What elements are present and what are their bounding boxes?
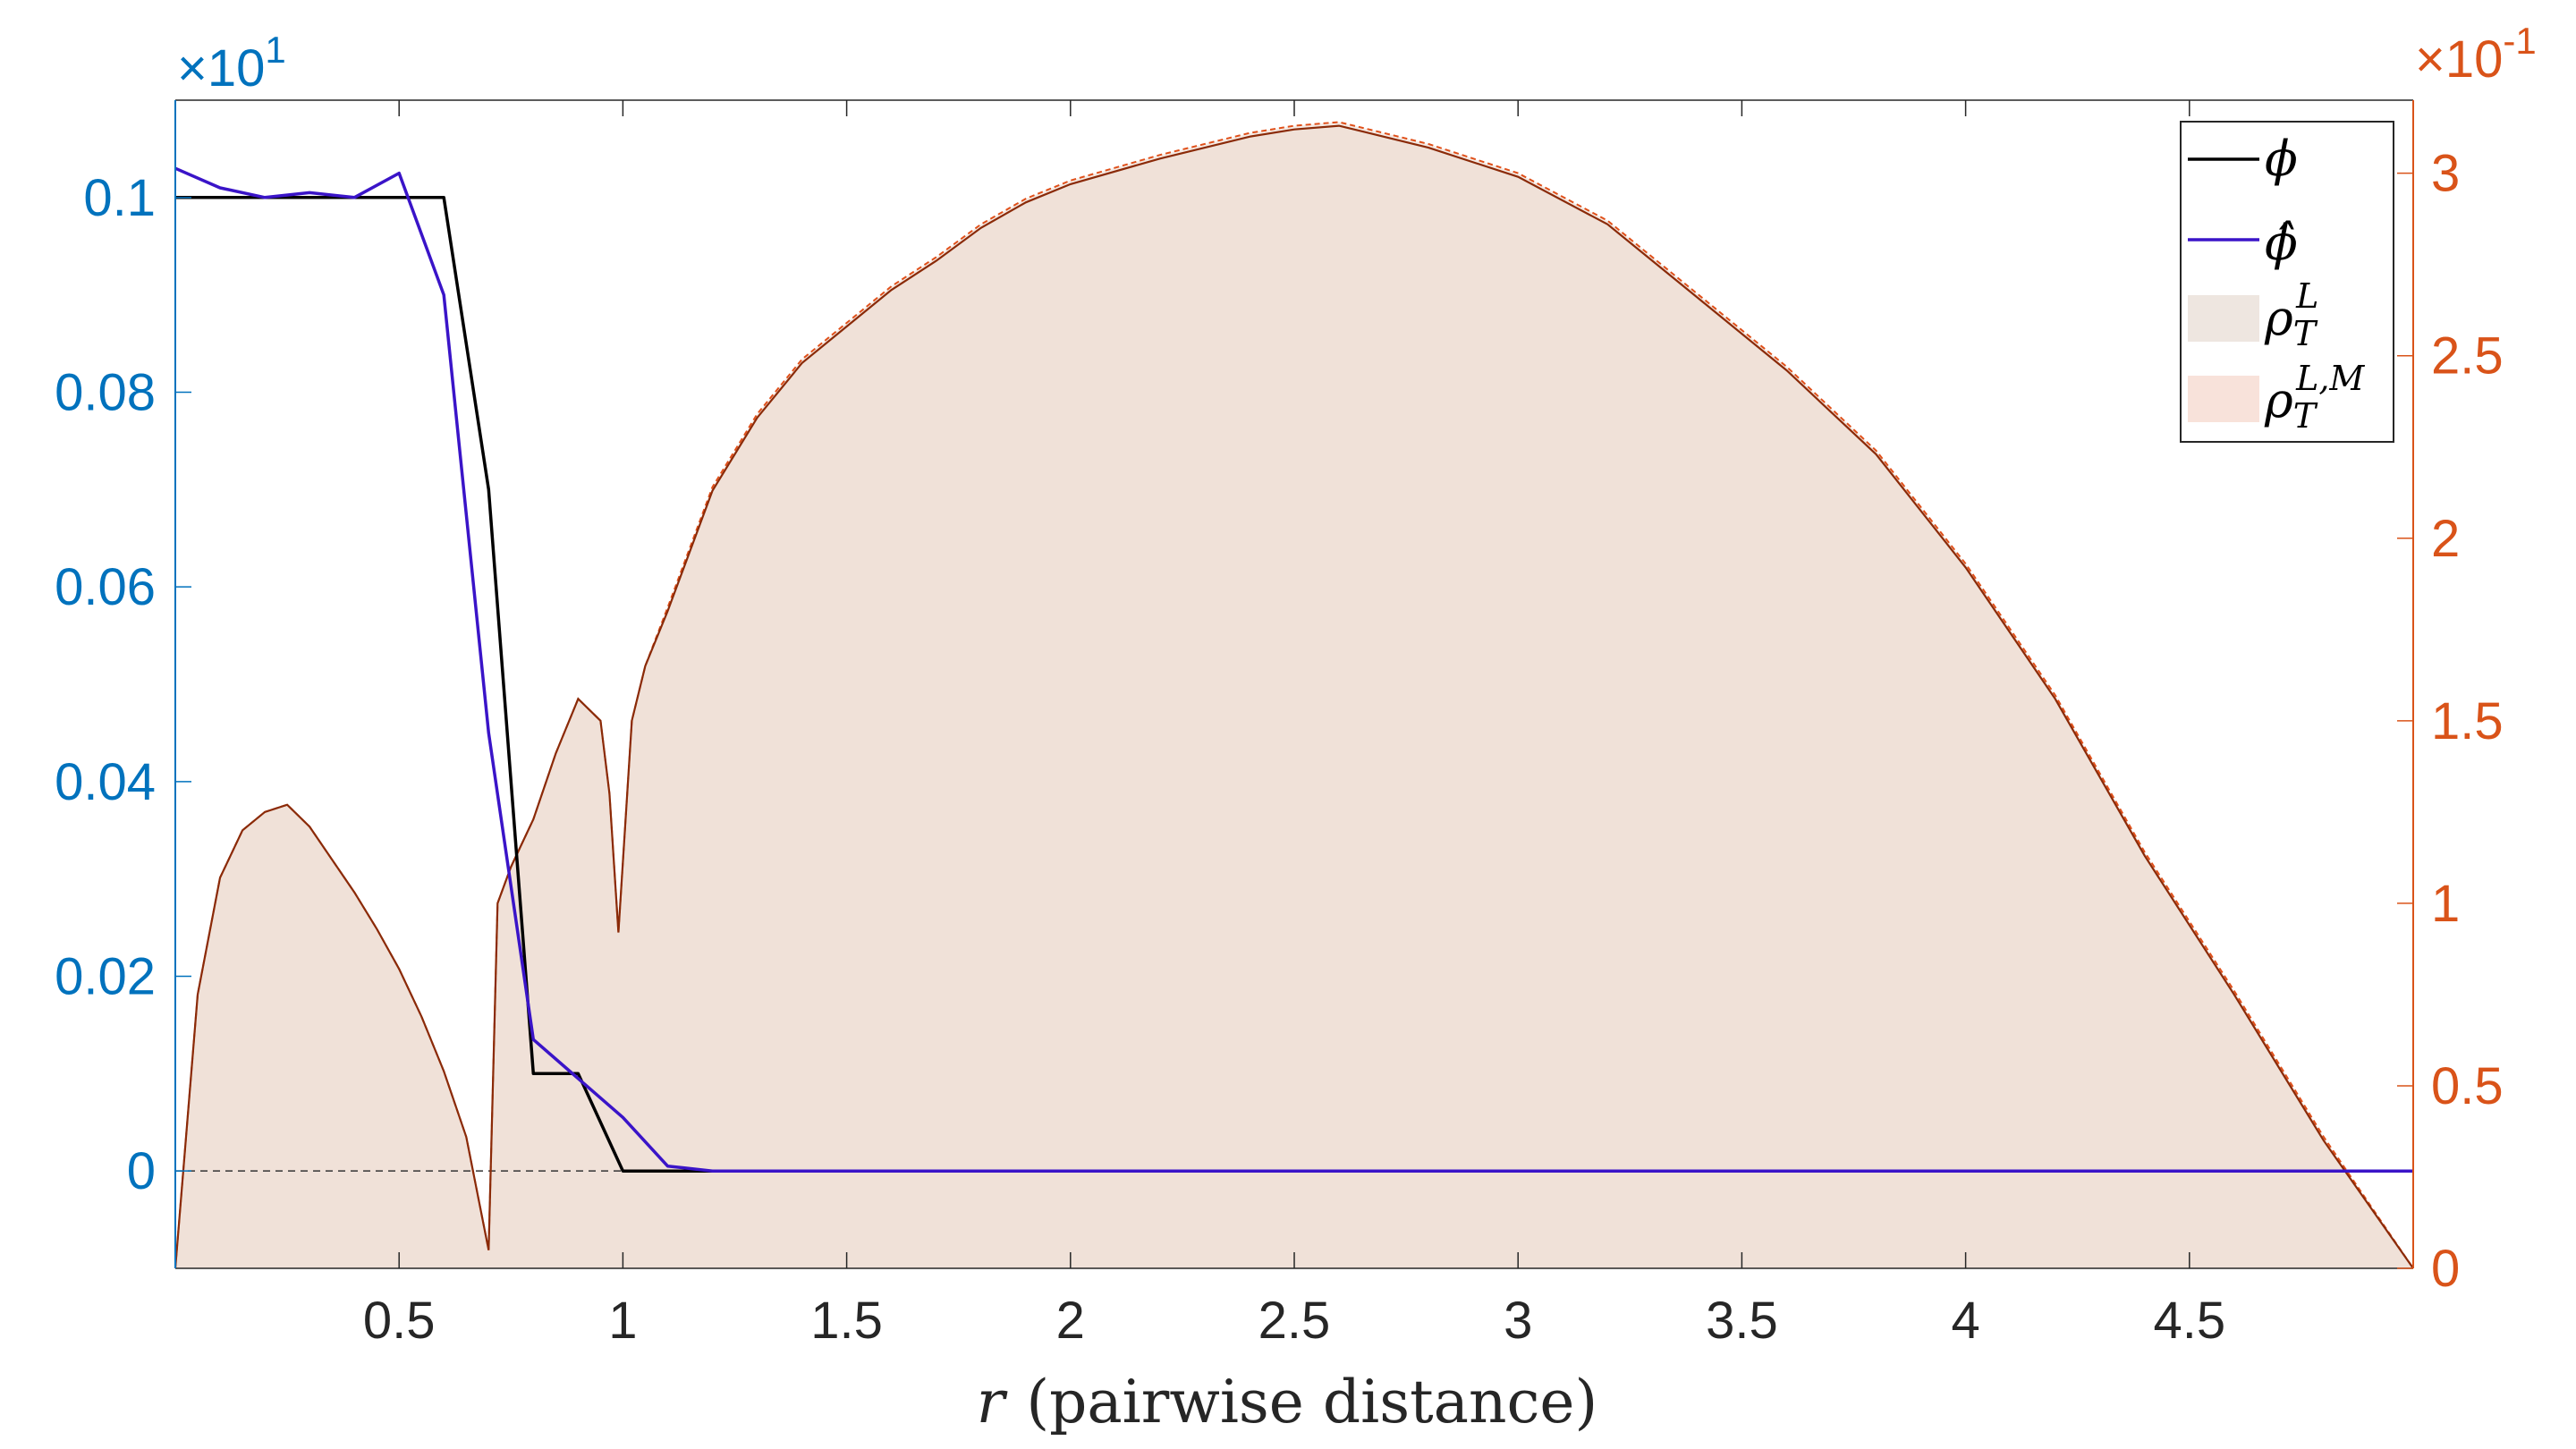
x-tick-label: 4.5 — [2153, 1292, 2225, 1350]
left-axis-exponent: ×101 — [177, 29, 286, 97]
left-tick-label: 0 — [127, 1142, 156, 1200]
right-tick-label: 3 — [2431, 145, 2460, 203]
left-tick-label: 0.02 — [55, 948, 156, 1006]
left-tick-labels: 0 0.02 0.04 0.06 0.08 0.1 — [55, 169, 156, 1200]
legend-rho-l-base: ρ — [2264, 290, 2293, 346]
x-axis-label-text: (pairwise distance) — [1026, 1368, 1597, 1436]
left-tick-label: 0.08 — [55, 364, 156, 422]
right-tick-label: 2 — [2431, 510, 2460, 568]
series-lines-layer — [174, 121, 2414, 1269]
legend-rho-lm-base: ρ — [2264, 372, 2293, 428]
x-tick-label: 3.5 — [1706, 1292, 1778, 1350]
x-tick-label: 2.5 — [1258, 1292, 1331, 1350]
legend-rho-l-swatch — [2188, 295, 2259, 342]
right-tick-label: 1 — [2431, 875, 2460, 933]
legend-rho-lm-swatch — [2188, 376, 2259, 422]
legend-rho-l-sub: T — [2293, 314, 2318, 353]
x-tick-label: 1.5 — [810, 1292, 883, 1350]
legend-rho-lm-sup: L,M — [2295, 359, 2365, 398]
legend-rho-l-label: ρTL — [2264, 276, 2318, 353]
x-tick-label: 2 — [1056, 1292, 1085, 1350]
x-tick-label: 1 — [608, 1292, 637, 1350]
legend-rho-lm-sub: T — [2293, 396, 2318, 436]
line-phi-hat — [174, 166, 2413, 1173]
legend-rho-l-sup: L — [2295, 276, 2318, 316]
right-tick-label: 0.5 — [2431, 1057, 2504, 1115]
line-rho-l — [174, 124, 2414, 1269]
legend-phi-label: ϕ — [2265, 131, 2298, 187]
left-tick-label: 0.04 — [55, 753, 156, 811]
x-tick-labels: 0.5 1 1.5 2 2.5 3 3.5 4 4.5 — [363, 1292, 2225, 1350]
right-tick-labels: 0 0.5 1 1.5 2 2.5 3 — [2431, 145, 2504, 1298]
x-tick-label: 4 — [1951, 1292, 1979, 1350]
legend-phi-hat-label: ϕ̂ — [2265, 215, 2298, 271]
x-tick-label: 3 — [1504, 1292, 1532, 1350]
axes-layer — [174, 99, 2414, 1269]
right-axis-exponent: ×10-1 — [2415, 20, 2537, 89]
x-axis-label-var: r — [977, 1368, 1008, 1436]
right-tick-label: 1.5 — [2431, 692, 2504, 750]
right-axis-exponent-power: -1 — [2503, 20, 2536, 62]
right-tick-label: 0 — [2431, 1240, 2460, 1298]
line-phi — [175, 196, 2413, 1173]
right-tick-label: 2.5 — [2431, 327, 2504, 386]
left-tick-label: 0.06 — [55, 558, 156, 616]
area-rho-l — [175, 125, 2413, 1269]
left-tick-label: 0.1 — [83, 169, 156, 227]
legend-rho-lm-label: ρTL,M — [2264, 359, 2365, 436]
rho-fill-layer — [175, 122, 2413, 1269]
x-tick-label: 0.5 — [363, 1292, 436, 1350]
left-axis-exponent-power: 1 — [265, 29, 285, 71]
legend: ϕ ϕ̂ ρTL ρTL,M — [2180, 121, 2394, 443]
x-axis-label: r (pairwise distance) — [977, 1368, 1597, 1436]
